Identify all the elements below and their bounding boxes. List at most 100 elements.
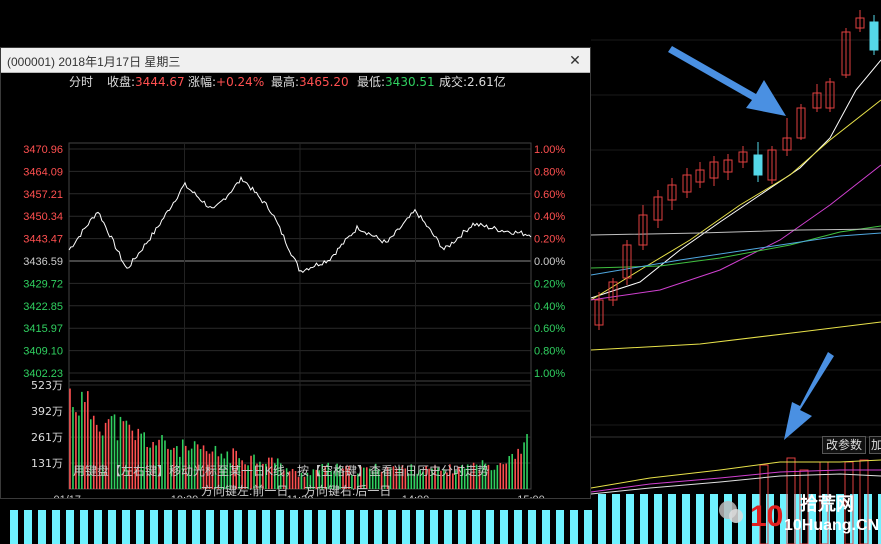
arrow-icon	[668, 46, 786, 116]
bottom-volume-bar	[220, 510, 228, 544]
info-value: 3465.20	[299, 75, 349, 89]
price-line	[68, 175, 532, 273]
price-tick-label: 3457.21	[23, 189, 63, 201]
bottom-volume-bar	[766, 494, 774, 544]
price-tick-label: 3415.97	[23, 323, 63, 335]
bottom-volume-bar	[472, 510, 480, 544]
candle-body	[608, 281, 618, 301]
intraday-chart[interactable]: 分时 收盘:3444.67 涨幅:+0.24% 最高:3465.20 最低:3430.5…	[1, 73, 590, 498]
bottom-volume-bar	[710, 494, 718, 544]
add-button[interactable]: 加	[869, 436, 881, 454]
moving-average-line	[590, 225, 881, 269]
volume-tick-label: 523万	[31, 379, 63, 392]
price-tick-label: 3470.96	[23, 144, 63, 156]
bottom-volume-bar	[836, 494, 844, 544]
bottom-volume-bar	[192, 510, 200, 544]
change-params-button[interactable]: 改参数	[822, 436, 867, 454]
price-tick-label: 3422.85	[23, 301, 63, 313]
candle-body	[682, 174, 692, 193]
bottom-volume-bar	[262, 510, 270, 544]
price-tick-label: 3436.59	[23, 256, 63, 268]
intraday-popup-dialog: (000001) 2018年1月17日 星期三 ✕ 分时 收盘:3444.67 涨幅…	[0, 47, 591, 499]
bottom-volume-bar	[598, 494, 606, 544]
candle-body	[653, 196, 663, 221]
candle-body	[709, 161, 719, 179]
moving-average-lines	[590, 59, 881, 351]
bottom-volume-bar	[808, 494, 816, 544]
arrow-icon	[784, 352, 834, 440]
bottom-volume-bar	[444, 510, 452, 544]
bottom-volume-bar	[234, 510, 242, 544]
bottom-volume-bar	[416, 510, 424, 544]
bottom-volume-bar	[52, 510, 60, 544]
kline-candles	[594, 10, 879, 330]
info-label: 成交:	[439, 74, 467, 89]
candle-body	[738, 151, 748, 163]
time-tick-label: 10:30	[171, 494, 199, 498]
bottom-volume-bar	[346, 510, 354, 544]
bottom-volume-bar	[780, 494, 788, 544]
info-0: 分时	[69, 75, 93, 89]
bottom-volume-bar	[794, 494, 802, 544]
info-2: 涨幅:+0.24%	[188, 74, 264, 89]
bottom-volume-bar	[430, 510, 438, 544]
price-tick-label: 3464.09	[23, 166, 63, 178]
info-5: 成交:2.61亿	[439, 74, 506, 89]
watermark-text: 拾荒网	[800, 493, 854, 515]
bottom-volume-bar	[696, 494, 704, 544]
info-label: 最高:	[271, 74, 299, 89]
moving-average-line	[590, 59, 881, 299]
bottom-volume-bar	[514, 510, 522, 544]
percent-tick-label: 0.20%	[534, 234, 565, 246]
info-1: 收盘:3444.67	[107, 74, 185, 89]
candle-body	[869, 21, 879, 51]
bottom-volume-bar	[332, 510, 340, 544]
bottom-volume-bar	[108, 510, 116, 544]
background-grid	[591, 39, 881, 438]
volume-ma-line	[590, 459, 881, 489]
candle-body	[667, 184, 677, 201]
bottom-volume-bar	[528, 510, 536, 544]
info-value: 2.61亿	[467, 74, 506, 89]
bottom-volume-bar	[878, 494, 881, 544]
volume-ma-line	[590, 469, 881, 493]
bottom-volume-bar	[360, 510, 368, 544]
candle-body	[695, 169, 705, 183]
price-axis-left: 3470.96 3464.09 3457.21 3450.34 3443.47 3436.…	[23, 144, 63, 380]
volume-bars	[10, 457, 881, 544]
volume-tick-label: 261万	[31, 431, 63, 444]
volume-bar-outline	[759, 464, 769, 544]
dialog-titlebar[interactable]: (000001) 2018年1月17日 星期三 ✕	[1, 48, 590, 73]
watermark-number: 10	[750, 500, 783, 533]
candle-body	[825, 81, 835, 109]
time-tick-label: 14:00	[402, 494, 430, 498]
candle-body	[594, 299, 604, 326]
moving-average-line	[590, 228, 881, 236]
candle-body	[841, 31, 851, 76]
keyboard-hint: 用键盘【左右键】移动光标至某一日K线，按【空格键】查看当日历史分时走势	[73, 464, 490, 478]
close-icon[interactable]: ✕	[569, 52, 581, 68]
info-label: 分时	[69, 75, 93, 89]
time-tick-label: 15:00	[517, 494, 545, 498]
moving-average-line	[590, 321, 881, 351]
bottom-volume-bar	[24, 510, 32, 544]
bottom-volume-bar	[122, 510, 130, 544]
percent-tick-label: 0.60%	[534, 323, 565, 335]
moving-average-line	[590, 164, 881, 301]
percent-tick-label: 0.00%	[534, 256, 565, 268]
bottom-volume-bar	[164, 510, 172, 544]
percent-tick-label: 0.80%	[534, 166, 565, 178]
price-tick-label: 3450.34	[23, 211, 63, 223]
candle-body	[855, 17, 865, 29]
watermark-domain: 10Huang.CN	[784, 517, 878, 534]
bottom-volume-bar	[486, 510, 494, 544]
volume-tick-label: 392万	[31, 405, 63, 418]
candle-body	[767, 149, 777, 181]
time-tick-label: 11:30	[287, 494, 314, 498]
bottom-volume-bar	[304, 510, 312, 544]
time-tick-label: 01/17	[53, 494, 81, 498]
candle-body	[782, 137, 792, 151]
dialog-title: (000001) 2018年1月17日 星期三	[7, 55, 181, 69]
bottom-volume-bar	[752, 494, 760, 544]
